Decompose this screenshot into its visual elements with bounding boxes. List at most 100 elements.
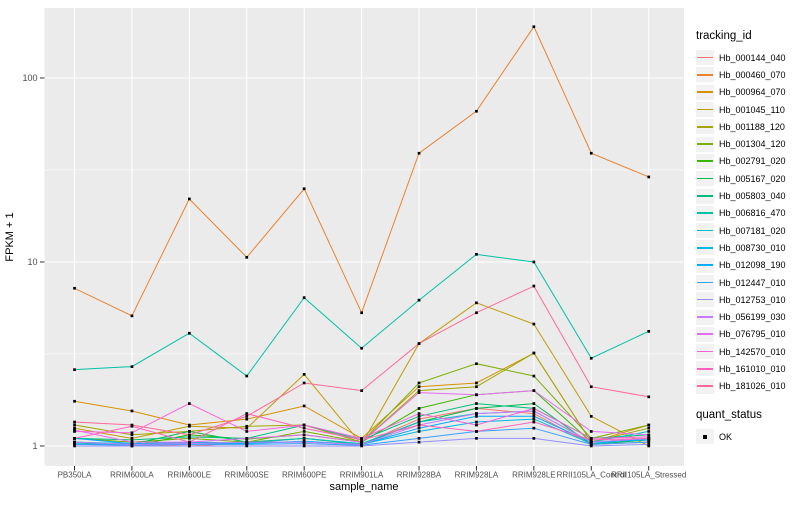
data-point [417,391,421,394]
data-point [188,442,191,445]
legend-key-line [697,73,713,76]
data-point [73,437,76,440]
legend-key-line [697,385,713,387]
legend-key-box [696,188,714,204]
data-point [532,420,536,424]
legend-title-tracking-id: tracking_id [696,30,752,42]
data-point [130,444,134,448]
legend-key-box [696,102,714,118]
data-point [130,423,134,427]
data-point [417,415,421,418]
legend-item-Hb_076795_010: Hb_076795_010 [696,326,800,343]
legend-key-box [696,361,714,377]
data-point [589,437,593,440]
data-point [532,412,536,415]
data-point [532,322,536,326]
legend-key-box [696,275,714,290]
data-point [475,385,478,389]
data-point [417,381,421,385]
legend-key-line [697,229,713,232]
data-point [417,412,421,415]
data-point [589,444,593,448]
data-point [647,426,651,430]
x-tick-label: RRIM600LA [110,471,154,480]
legend-item-label: Hb_142570_010 [719,346,786,357]
chart-layer: 1 10 100 PB350LA RRIM600LA RRIM600LE RRIM600SE… [22,8,686,480]
ok-point-icon [703,434,707,439]
data-point [245,256,249,259]
legend-item-Hb_012098_190: Hb_012098_190 [696,257,800,274]
legend-key-box [696,292,714,308]
data-point [73,430,76,433]
legend-key-line [697,264,713,266]
legend-item-Hb_000460_070: Hb_000460_070 [696,66,800,83]
legend-item-label: Hb_012447_010 [719,277,786,288]
legend-key-line [697,298,713,301]
data-point [302,423,306,427]
x-tick-label: RRIM600LE [168,471,212,480]
x-tick-label: RRIM928LA [455,471,499,480]
line-chart: 1 10 100 PB350LA RRIM600LA RRIM600LE RRIM600SE… [4,8,686,493]
x-tick-label: RRIM600PE [282,471,326,480]
legend-key-box [696,205,714,221]
legend-key-line [697,143,713,145]
x-tick-label: RRII105LA_Stressed [611,471,686,480]
data-point [475,301,478,305]
data-point [245,430,249,433]
data-point [647,175,651,179]
legend-items: Hb_000144_040 Hb_000460_070 Hb_000964_070 H… [690,49,800,395]
data-point [647,330,651,333]
data-point [245,444,249,448]
legend-key-line [697,316,713,318]
ok-key-box [696,429,714,445]
legend-item-ok: OK [696,428,800,445]
data-point [73,440,76,444]
data-point [647,430,651,433]
data-point [475,109,478,113]
legend-item-label: Hb_006816_470 [719,208,786,219]
data-point [475,362,478,366]
data-point [73,423,76,427]
data-point [360,389,363,392]
legend-key-box [696,378,714,394]
data-point [360,437,363,440]
data-point [360,346,363,350]
data-point [360,444,363,448]
legend-key-line [697,195,713,197]
legend-item-Hb_142570_010: Hb_142570_010 [696,343,800,360]
data-point [188,424,191,428]
data-point [475,407,478,410]
legend-item-Hb_001188_120: Hb_001188_120 [696,118,800,135]
legend-item-Hb_007181_020: Hb_007181_020 [696,222,800,239]
data-point [475,415,478,418]
legend-key-box [696,240,714,256]
legend-key-box [696,50,714,66]
legend-key-line [697,108,713,111]
data-point [130,443,134,446]
legend-item-Hb_008730_010: Hb_008730_010 [696,239,800,256]
x-axis-title: sample_name [329,481,398,493]
data-point [589,356,593,360]
legend-item-label: Hb_076795_010 [719,329,786,340]
data-point [417,437,421,440]
data-point [73,426,76,430]
legend-item-Hb_181026_010: Hb_181026_010 [696,378,800,395]
data-point [532,409,536,413]
legend-key-box [696,223,714,239]
legend-item-label: Hb_000144_040 [719,52,786,63]
legend-key-box [696,309,714,325]
data-point [475,430,478,433]
data-point [532,374,536,378]
legend-title-quant-status: quant_status [696,408,762,421]
data-point [73,399,76,403]
legend-key-box [696,119,714,135]
legend-item-label: Hb_000964_070 [719,87,786,98]
legend-item-label: Hb_001045_110 [719,104,785,115]
data-point [589,438,593,442]
data-point [188,435,191,439]
data-point [188,444,191,448]
legend-item-Hb_012753_010: Hb_012753_010 [696,291,800,308]
data-point [417,151,421,155]
data-point [417,342,421,345]
